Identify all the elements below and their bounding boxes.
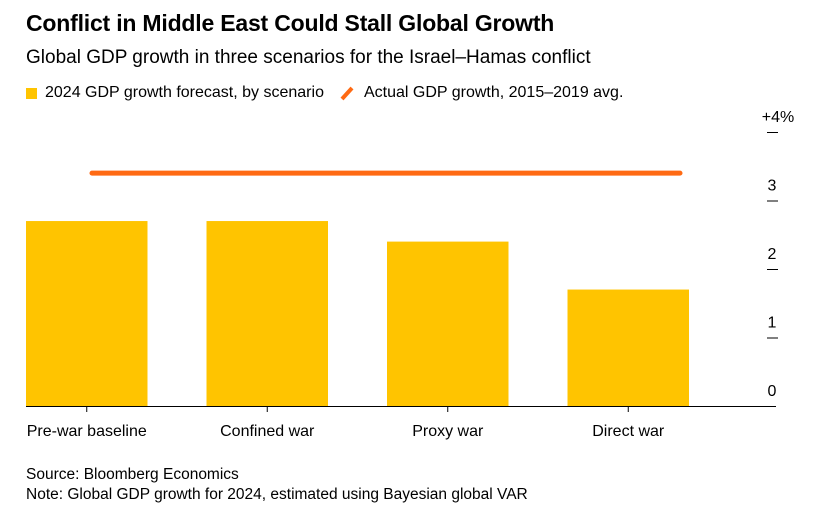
bar-2 bbox=[387, 241, 509, 406]
chart-title: Conflict in Middle East Could Stall Glob… bbox=[26, 10, 555, 36]
legend-line-swatch bbox=[340, 86, 354, 101]
x-tick-label-0: Pre-war baseline bbox=[27, 423, 147, 440]
bar-chart: Pre-war baseline Confined war Proxy war Dir… bbox=[26, 109, 794, 440]
y-tick-label-0: 0 bbox=[768, 383, 777, 400]
bar-0 bbox=[26, 221, 148, 406]
bar-3 bbox=[567, 289, 689, 406]
y-tick-label-3: 3 bbox=[768, 178, 777, 195]
legend-bar-label: 2024 GDP growth forecast, by scenario bbox=[45, 84, 324, 101]
y-tick-label-1: 1 bbox=[768, 315, 777, 332]
legend-item-line: Actual GDP growth, 2015–2019 avg. bbox=[338, 84, 623, 102]
y-tick-label-2: 2 bbox=[768, 246, 777, 263]
legend: 2024 GDP growth forecast, by scenario Ac… bbox=[26, 84, 637, 102]
y-tick-label-4: +4% bbox=[762, 109, 794, 126]
x-tick-label-2: Proxy war bbox=[412, 423, 484, 440]
bar-1 bbox=[206, 221, 328, 406]
legend-bar-swatch bbox=[26, 87, 37, 99]
x-tick-label-1: Confined war bbox=[220, 423, 315, 440]
legend-item-bar: 2024 GDP growth forecast, by scenario bbox=[26, 84, 324, 102]
x-tick-label-3: Direct war bbox=[592, 423, 665, 440]
chart-subtitle: Global GDP growth in three scenarios for… bbox=[26, 47, 591, 68]
methodology-note: Note: Global GDP growth for 2024, estima… bbox=[26, 486, 528, 503]
legend-line-label: Actual GDP growth, 2015–2019 avg. bbox=[363, 84, 624, 101]
source-note: Source: Bloomberg Economics bbox=[26, 466, 239, 483]
